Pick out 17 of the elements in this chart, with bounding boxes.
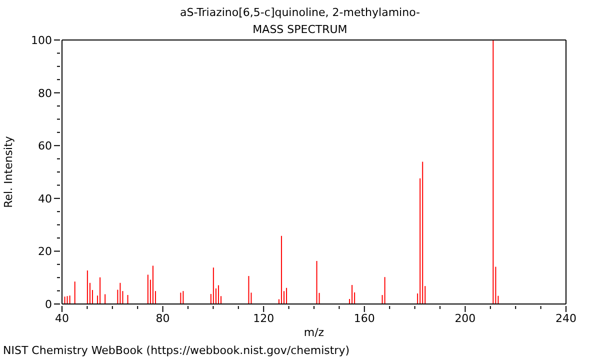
chart-title: aS-Triazino[6,5-c]quinoline, 2-methylamino- [179,6,421,19]
x-tick-label: 200 [454,312,476,325]
y-tick-label: 40 [38,192,52,206]
y-axis-title: Rel. Intensity [2,136,15,208]
x-tick-label: 120 [253,312,274,325]
y-tick-label: 80 [38,86,52,100]
x-tick-label: 80 [156,312,170,325]
x-tick-label: 240 [556,312,576,325]
y-tick-label: 0 [45,298,52,311]
y-tick-label: 20 [38,245,52,258]
y-tick-label: 100 [31,34,52,47]
y-tick-label: 60 [38,140,52,153]
x-tick-label: 40 [55,312,69,325]
chart-subtitle: MASS SPECTRUM [252,23,348,36]
x-tick-label: 160 [354,312,375,325]
text: NIST Chemistry WebBook (https://webbook.nist.gov/chemistry) [3,344,350,357]
x-axis-title: m/z [302,326,326,340]
